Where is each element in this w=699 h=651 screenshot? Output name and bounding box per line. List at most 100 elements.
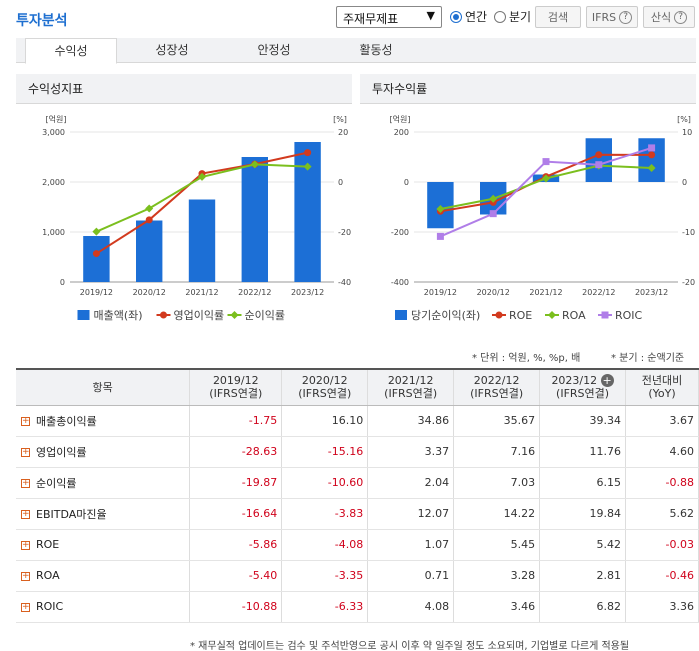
statement-select-value: 주재무제표 [343,12,399,26]
add-column-icon[interactable]: + [600,374,614,388]
radio-quarter-label: 분기 [509,10,532,24]
legend-marker [601,311,609,319]
data-point [489,194,498,203]
table-cell: 3.46 [453,591,541,623]
table-cell: 4.60 [625,436,699,468]
left-unit-label: [억원] [390,114,411,124]
y-tick-right: -40 [338,278,351,287]
table-cell: -15.16 [281,436,369,468]
table-cell: 14.22 [453,498,541,530]
row-label[interactable]: + ROE [16,529,191,561]
radio-annual-label: 연간 [465,10,488,24]
bar [83,236,110,282]
legend-marker [548,311,556,319]
expand-icon[interactable]: + [21,447,30,457]
y-tick-right: -20 [682,278,695,287]
table-cell: -3.83 [281,498,369,530]
data-point [145,216,153,224]
table-cell: -10.60 [281,467,369,499]
data-point [304,149,312,157]
expand-icon[interactable]: + [21,570,30,581]
tab-stability[interactable]: 안정성 [257,43,291,57]
table-row: + ROE -5.86 -4.08 1.07 5.45 5.42 -0.03 [16,529,699,561]
expand-icon[interactable]: + [21,539,30,550]
tab-growth[interactable]: 성장성 [155,43,189,57]
x-tick-label: 2023/12 [291,288,324,297]
table-cell: -5.86 [189,529,283,561]
row-label[interactable]: + 순이익률 [16,467,191,499]
table-cell: 3.36 [625,591,699,623]
table-cell: -0.03 [625,529,699,561]
bar [188,199,216,282]
data-point [595,151,603,159]
table-cell: -16.64 [189,498,283,530]
search-button[interactable]: 검색 [535,6,581,28]
data-point [489,210,497,218]
table-cell: 3.67 [625,405,699,437]
tab-activity[interactable]: 활동성 [359,43,393,57]
search-button-label: 검색 [547,11,569,24]
expand-icon[interactable]: + [21,478,30,488]
profitability-chart-panel: 수익성지표 3,000 2,000 1,000 0 20 0 -20 -40 [억원] [%] 20… [16,74,352,334]
data-point [542,174,550,183]
table-row: + 매출총이익률 -1.75 16.10 34.86 35.67 39.34 3.67 [16,405,699,437]
table-cell: 34.86 [367,405,455,437]
table-cell: 11.76 [539,436,627,468]
ifrs-label: IFRS [591,10,617,24]
formula-help-button[interactable]: 산식 ? [643,6,695,28]
row-label[interactable]: + 매출총이익률 [16,405,191,437]
unit-note: * 단위 : 억원, %, %p, 배 [472,353,581,364]
table-cell: 4.08 [367,591,455,623]
legend-label: 순이익률 [245,309,285,322]
table-header-row: 항목 2019/12 (IFRS연결) 2020/12 (IFRS연결) 2021/… [16,368,699,406]
table-cell: -0.46 [625,560,699,592]
bar [585,138,612,182]
table-cell: -6.33 [281,591,369,623]
row-label[interactable]: + ROIC [16,591,191,623]
data-point [648,151,656,159]
table-cell: -0.88 [625,467,699,499]
x-tick-label: 2019/12 [424,288,457,297]
row-label[interactable]: + 영업이익률 [16,436,191,468]
y-tick-left: 3,000 [42,128,65,137]
row-label[interactable]: + ROA [16,560,191,592]
legend-label: 당기순이익(좌) [411,309,480,322]
quarter-note: * 분기 : 순액기준 [611,353,685,364]
legend-marker [495,311,503,319]
data-point [250,160,259,169]
legend-marker [230,311,239,319]
top-bar: 투자분석 주재무제표 ▼ 연간 분기 검색 IFRS ? 산식 ? [0,0,699,36]
table-cell: 3.37 [367,436,455,468]
data-point [648,144,656,152]
x-tick-label: 2021/12 [185,288,218,297]
table-cell: 6.82 [539,591,627,623]
header-year: 2021/12 (IFRS연결) [367,368,455,406]
y-tick-left: -400 [391,278,409,287]
left-unit-label: [억원] [46,114,67,124]
table-row: + 영업이익률 -28.63 -15.16 3.37 7.16 11.76 4.60 [16,436,699,468]
expand-icon[interactable]: + [21,416,30,426]
table-row: + ROIC -10.88 -6.33 4.08 3.46 6.82 3.36 [16,591,699,623]
expand-icon[interactable]: + [21,601,30,612]
legend-marker [160,311,167,319]
table-cell: 2.81 [539,560,627,592]
panel-title: 투자수익률 [360,74,696,104]
return-chart-panel: 투자수익률 200 0 -200 -400 10 0 -10 -20 [억원] [%] 2019/1… [360,74,696,334]
table-cell: 5.45 [453,529,541,561]
legend-label: ROE [509,309,532,322]
chevron-down-icon: ▼ [426,9,435,22]
y-tick-right: -20 [338,228,351,237]
radio-quarter[interactable]: 분기 [494,8,531,25]
ifrs-help-button[interactable]: IFRS ? [586,6,638,28]
legend-label: 영업이익률 [174,309,225,322]
statement-select[interactable]: 주재무제표 ▼ [336,6,442,28]
x-tick-label: 2022/12 [238,288,271,297]
x-tick-label: 2023/12 [635,288,668,297]
tab-profitability[interactable]: 수익성 [25,38,117,64]
radio-annual[interactable]: 연간 [450,8,487,25]
data-point [436,232,444,240]
row-label[interactable]: + EBITDA마진율 [16,498,191,530]
expand-icon[interactable]: + [21,509,30,519]
right-unit-label: [%] [677,115,691,124]
y-tick-left: 0 [60,278,65,287]
